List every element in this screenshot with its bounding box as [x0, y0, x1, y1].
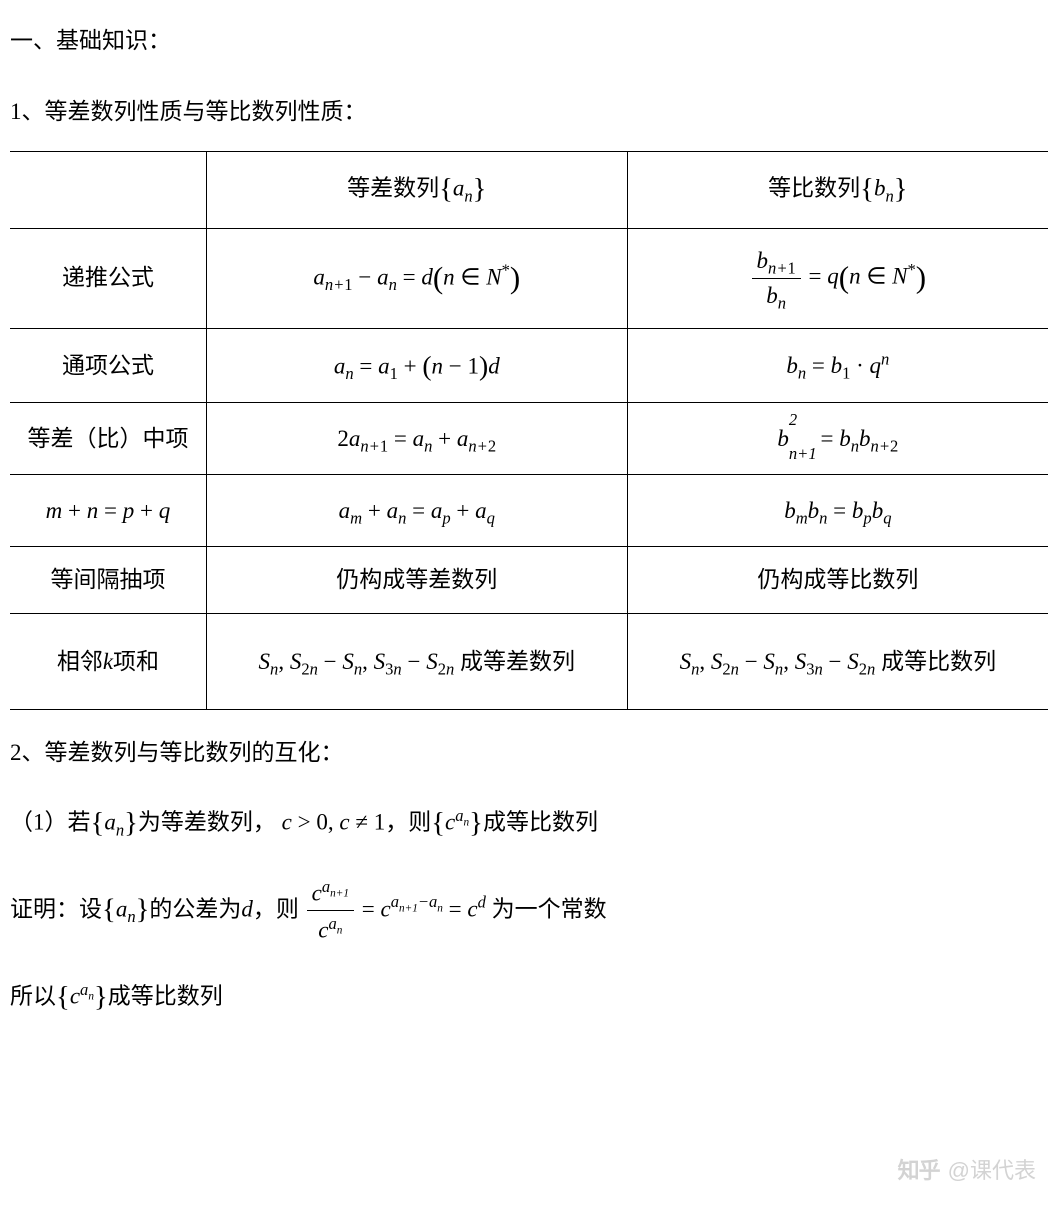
watermark: 知乎 @课代表 — [898, 1151, 1036, 1191]
table-header-row: 等差数列{an} 等比数列{bn} — [10, 151, 1048, 228]
section-title: 一、基础知识： — [10, 20, 1048, 61]
row-label-math: m + n = p + q — [10, 475, 206, 547]
comparison-table: 等差数列{an} 等比数列{bn} 递推公式 an+1 − an = d(n ∈… — [10, 151, 1048, 711]
table-row: 递推公式 an+1 − an = d(n ∈ N*) bn+1bn = q(n … — [10, 228, 1048, 328]
cell-geom-interval: 仍构成等比数列 — [627, 547, 1048, 613]
cell-geom-mean: b2n+1n+1 = bnbn+2 — [627, 403, 1048, 475]
table-row: 通项公式 an = a1 + (n − 1)d bn = b1 · qn — [10, 328, 1048, 403]
header-cell-geom: 等比数列{bn} — [627, 151, 1048, 228]
cell-geom-mnpq: bmbn = bpbq — [627, 475, 1048, 547]
header-cell-arith: 等差数列{an} — [206, 151, 627, 228]
cell-arith-ksum: Sn, S2n − Sn, S3n − S2n 成等差数列 — [206, 613, 627, 710]
watermark-text: @课代表 — [948, 1151, 1036, 1191]
cell-geom-ksum: Sn, S2n − Sn, S3n − S2n 成等比数列 — [627, 613, 1048, 710]
cell-arith-general: an = a1 + (n − 1)d — [206, 328, 627, 403]
header-cell-empty — [10, 151, 206, 228]
subsection-1: 1、等差数列性质与等比数列性质： — [10, 91, 1048, 132]
row-label: 递推公式 — [10, 228, 206, 328]
table-row: 相邻k项和 Sn, S2n − Sn, S3n − S2n 成等差数列 Sn, … — [10, 613, 1048, 710]
cell-geom-general: bn = b1 · qn — [627, 328, 1048, 403]
cell-geom-recursion: bn+1bn = q(n ∈ N*) — [627, 228, 1048, 328]
conclusion-line: 所以{can}成等比数列 — [10, 972, 1048, 1024]
statement-1: （1）若{an}为等差数列， c > 0, c ≠ 1，则{can}成等比数列 — [10, 798, 1048, 850]
row-label: 等差（比）中项 — [10, 403, 206, 475]
subsection-2: 2、等差数列与等比数列的互化： — [10, 732, 1048, 773]
cell-arith-mnpq: am + an = ap + aq — [206, 475, 627, 547]
table-row: 等间隔抽项 仍构成等差数列 仍构成等比数列 — [10, 547, 1048, 613]
cell-arith-mean: 2an+1 = an + an+2 — [206, 403, 627, 475]
row-label: 等间隔抽项 — [10, 547, 206, 613]
table-row: m + n = p + q am + an = ap + aq bmbn = b… — [10, 475, 1048, 547]
row-label-ksum: 相邻k项和 — [10, 613, 206, 710]
zhihu-logo-icon: 知乎 — [898, 1151, 940, 1191]
cell-arith-recursion: an+1 − an = d(n ∈ N*) — [206, 228, 627, 328]
cell-arith-interval: 仍构成等差数列 — [206, 547, 627, 613]
row-label: 通项公式 — [10, 328, 206, 403]
proof-line: 证明：设{an}的公差为d，则 can+1 can = can+1−an = c… — [10, 876, 1048, 946]
table-row: 等差（比）中项 2an+1 = an + an+2 b2n+1n+1 = bnb… — [10, 403, 1048, 475]
